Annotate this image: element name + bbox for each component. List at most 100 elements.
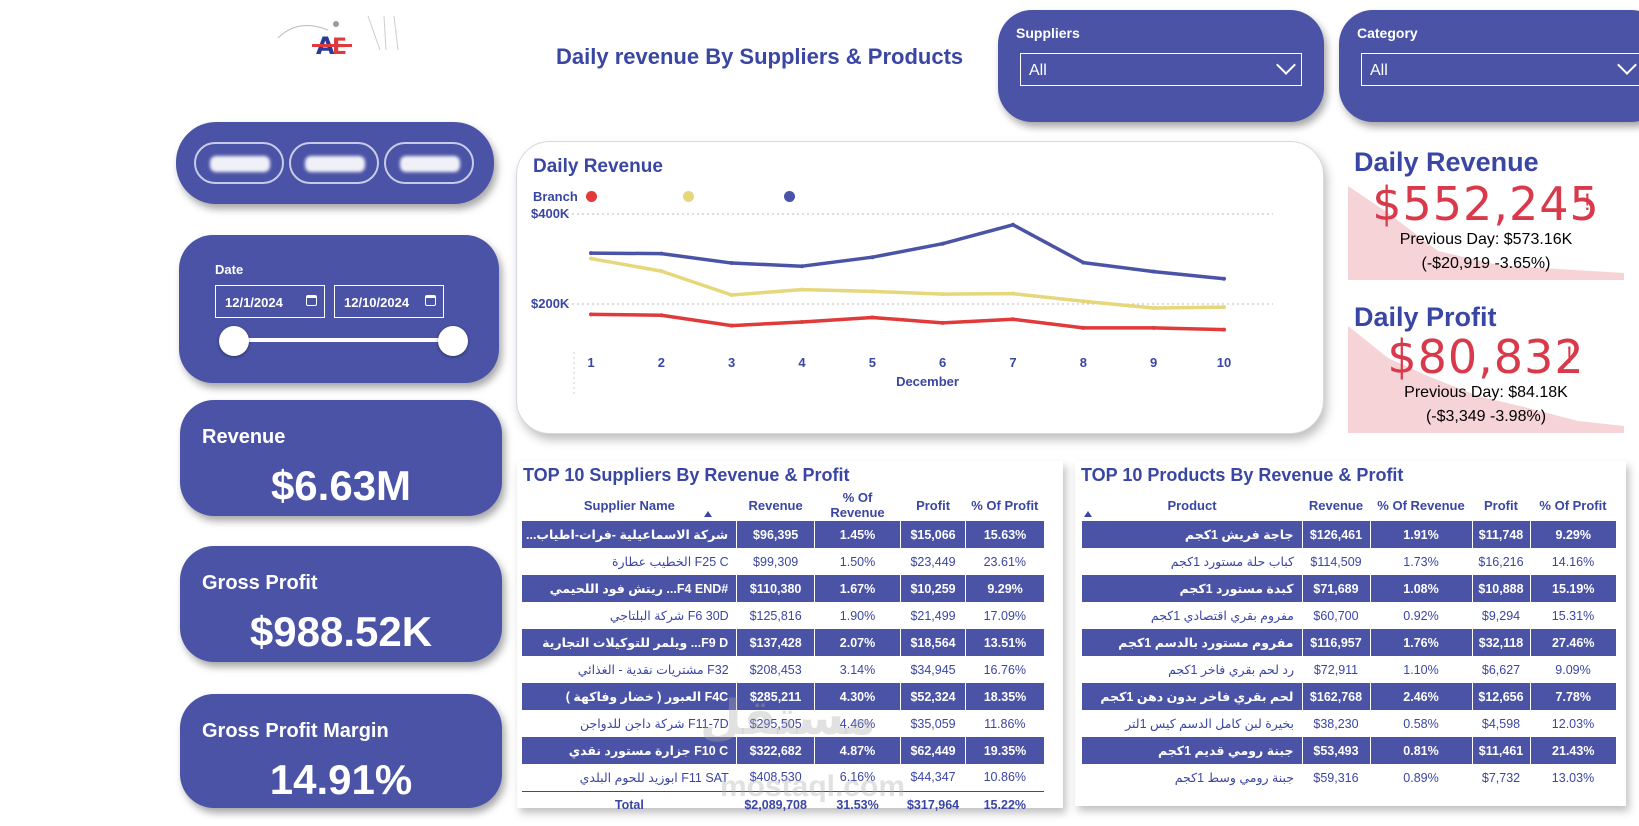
data-point[interactable] [1151, 306, 1156, 311]
table-row[interactable]: F6 30D شركة البلتاجي $125,816 1.90% $21,499… [522, 602, 1044, 629]
data-point[interactable] [1151, 269, 1156, 274]
data-point[interactable] [1011, 317, 1015, 322]
redacted-label [305, 156, 365, 172]
data-point[interactable] [589, 312, 593, 317]
revenue-kpi-value: $6.63M [270, 462, 412, 509]
data-point[interactable] [659, 251, 664, 256]
row-value-cell: $110,380 [736, 575, 816, 602]
data-point[interactable] [1011, 222, 1015, 227]
category-dropdown[interactable]: All [1361, 53, 1639, 86]
total-value: $2,089,708 [736, 790, 815, 818]
calendar-icon[interactable] [306, 295, 317, 306]
row-value-cell: 1.76% [1370, 629, 1473, 656]
row-value-cell: $12,656 [1472, 683, 1531, 710]
nav-button-1[interactable] [194, 142, 284, 184]
data-point[interactable] [659, 313, 664, 318]
suppliers-dropdown[interactable]: All [1020, 53, 1302, 86]
daily-profit-area-background [1348, 326, 1624, 433]
column-header[interactable]: % Of Profit [1539, 497, 1607, 513]
table-row[interactable]: F10 C جزارة مستورد نقدي $322,682 4.87% $62,… [522, 737, 1044, 764]
table-row[interactable]: كباب حلة مستورد 1كجم $114,509 1.73% $16,216… [1082, 548, 1616, 575]
sort-ascending-icon[interactable] [1084, 511, 1092, 517]
table-row[interactable]: جبنة رومي وسط 1كجم $59,316 0.89% $7,732 13.0… [1082, 764, 1616, 791]
column-header[interactable]: Profit [1484, 497, 1518, 513]
data-point[interactable] [729, 261, 734, 266]
column-header[interactable]: Supplier Name [583, 497, 675, 513]
data-point[interactable] [870, 289, 875, 294]
data-point[interactable] [800, 287, 804, 292]
y-tick-label: $400K [531, 206, 570, 221]
x-tick-label: 7 [1009, 355, 1016, 370]
data-point[interactable] [940, 241, 945, 246]
table-row[interactable]: F11-7D شركة داجن للدواجن $295,505 4.46% $35… [522, 710, 1044, 737]
x-tick-label: 3 [728, 355, 735, 370]
table-row[interactable]: F25 C الخطيب عطارة $99,309 1.50% $23,449 23.… [522, 548, 1044, 575]
column-header[interactable]: Profit [916, 497, 951, 513]
company-logo: A E [268, 10, 418, 72]
table-row[interactable]: F32 مشتريات نقدية - الغذائي $208,453 3.14%… [522, 656, 1044, 683]
data-point[interactable] [800, 320, 804, 324]
table-row[interactable]: رد لحم بقري فاخر 1كجم $72,911 1.10% $6,627 9… [1082, 656, 1616, 683]
data-point[interactable] [659, 269, 664, 274]
end-date-input[interactable]: 12/10/2024 [334, 285, 444, 318]
table-row[interactable]: #F4 END... ريتش فود اللحيمي $110,380 1.67%… [522, 575, 1044, 602]
series-line-2[interactable] [590, 256, 1225, 310]
table-row[interactable]: F9 D... ويلمر للتوكيلات التجارية $137,428… [522, 629, 1044, 656]
alert-indicator-icon: ! [1566, 342, 1573, 369]
data-point[interactable] [800, 264, 804, 269]
suppliers-table-header: Supplier Name Revenue % Of Revenue Profit % … [522, 489, 1044, 521]
sort-ascending-icon[interactable] [704, 511, 712, 517]
table-row[interactable]: مفروم بقري اقتصادي 1كجم $60,700 0.92% $9,29… [1082, 602, 1616, 629]
data-point[interactable] [870, 315, 875, 320]
column-header[interactable]: Product [1167, 497, 1217, 513]
table-row[interactable]: F4C العبور ( خضار وفاكهة ) $285,211 4.30% $… [522, 683, 1044, 710]
data-point[interactable] [1081, 325, 1086, 330]
column-header[interactable]: Revenue [1308, 497, 1364, 513]
data-point[interactable] [589, 251, 593, 256]
table-row[interactable]: جبنة رومي قديم 1كجم $53,493 0.81% $11,461 21… [1082, 737, 1616, 764]
table-row[interactable]: كبدة مستورد 1كجم $71,689 1.08% $10,888 15.19… [1082, 575, 1616, 602]
data-point[interactable] [1222, 276, 1226, 281]
table-row[interactable]: بخيرة لبن كامل الدسم كيس 1لتر $38,230 0.58… [1082, 710, 1616, 737]
data-point[interactable] [1222, 327, 1226, 332]
table-row[interactable]: جاجة فريش 1كجم $126,461 1.91% $11,748 9.29% [1082, 521, 1616, 548]
data-point[interactable] [870, 255, 875, 260]
table-total-row: Total $2,089,708 31.53% $317,964 15.22% [522, 790, 1044, 818]
series-line-1[interactable] [590, 312, 1225, 332]
data-point[interactable] [1011, 291, 1015, 296]
column-header[interactable]: % Of Profit [971, 497, 1039, 513]
data-point[interactable] [1081, 299, 1086, 304]
date-slider-track[interactable] [234, 338, 454, 342]
data-point[interactable] [1222, 305, 1226, 310]
suppliers-table-card: TOP 10 Suppliers By Revenue & Profit Sup… [517, 461, 1063, 818]
column-header[interactable]: Revenue [748, 497, 803, 513]
table-row[interactable]: F11 SAT ابوزيد للحوم البلدي $408,530 6.16%… [522, 764, 1044, 791]
data-point[interactable] [940, 292, 945, 297]
row-value-cell: $295,505 [749, 716, 802, 731]
watermark-arabic: مستقل [700, 692, 876, 745]
start-date-input[interactable]: 12/1/2024 [215, 285, 325, 318]
column-header[interactable]: % Of Revenue [830, 490, 885, 520]
data-point[interactable] [729, 293, 734, 297]
row-value-cell: $408,530 [749, 770, 802, 785]
column-header[interactable]: % Of Revenue [1377, 497, 1465, 513]
data-point[interactable] [940, 320, 945, 325]
calendar-icon[interactable] [425, 295, 436, 306]
x-axis-label: December [896, 374, 959, 389]
date-slider-end-handle[interactable] [438, 326, 468, 356]
data-point[interactable] [729, 323, 734, 328]
date-slider-start-handle[interactable] [219, 326, 249, 356]
data-point[interactable] [1081, 260, 1086, 265]
table-row[interactable]: شركة الاسماعيلية -فرات-اطياب... $96,395 1.… [522, 521, 1044, 548]
nav-button-2[interactable] [289, 142, 379, 184]
series-line-3[interactable] [590, 223, 1225, 281]
row-value-cell: 0.58% [1403, 716, 1439, 731]
table-row[interactable]: لحم بقري فاخر بدون دهن 1كجم $162,768 2.46%… [1082, 683, 1616, 710]
table-row[interactable]: مفروم مستورد بالدسم 1كجم $116,957 1.76% $32… [1082, 629, 1616, 656]
data-point[interactable] [1151, 325, 1156, 330]
nav-button-3[interactable] [384, 142, 474, 184]
data-point[interactable] [589, 256, 593, 261]
x-tick-label: 6 [939, 355, 946, 370]
date-filter-label: Date [215, 262, 244, 277]
row-value-cell: 4.87% [814, 737, 901, 764]
